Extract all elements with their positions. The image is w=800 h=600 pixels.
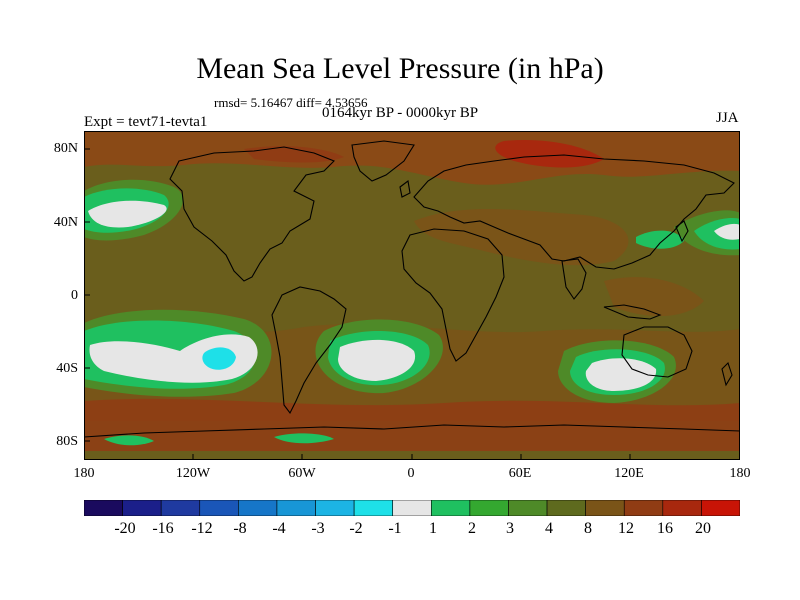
map-title: Mean Sea Level Pressure (in hPa) (196, 52, 604, 85)
africa-outline (401, 228, 505, 362)
colorbar-label: 16 (657, 520, 673, 537)
colorbar-swatch (623, 500, 664, 516)
coastlines (84, 140, 740, 438)
east-asia-green (636, 230, 684, 249)
colorbar-label: 1 (429, 520, 437, 537)
indonesia-outline (603, 304, 662, 320)
colorbar-swatch (160, 500, 201, 516)
pressure-anomaly-map (84, 131, 740, 460)
lat-label-80n: 80N (53, 141, 78, 156)
arctic-core (495, 139, 604, 168)
colorbar-swatch (430, 500, 471, 516)
colorbar-swatch (392, 500, 432, 516)
lat-label-40s: 40S (56, 361, 78, 376)
antarctic-green-1 (104, 435, 154, 446)
colorbar-swatch (508, 500, 548, 516)
rmsd-diff-stats: rmsd= 5.16467 diff= 4.53656 (214, 95, 368, 110)
sind-white (585, 358, 657, 391)
antarctica-outline (84, 424, 740, 438)
colorbar-swatch (199, 500, 239, 516)
spac-white (89, 334, 258, 383)
colorbar-swatch (122, 500, 162, 516)
colorbar-swatch (662, 500, 702, 516)
colorbar-label: 8 (584, 520, 592, 537)
colorbar-swatch (353, 500, 394, 516)
experiment-label: Expt = tevt71-tevta1 (84, 114, 208, 130)
colorbar-label: 20 (695, 520, 711, 537)
australia-outline (621, 326, 693, 378)
colorbar-label: -2 (349, 520, 363, 537)
colorbar-label: 3 (506, 520, 514, 537)
satl-white (338, 339, 416, 381)
colorbar (84, 500, 740, 516)
colorbar-label: -1 (388, 520, 402, 537)
colorbar-label: -16 (152, 520, 174, 537)
colorbar-label: 2 (468, 520, 476, 537)
south-america-outline (271, 286, 347, 415)
eurasia-outline (413, 154, 735, 270)
colorbar-label: 12 (618, 520, 634, 537)
lon-label-0: 0 (407, 466, 415, 481)
uk-outline (399, 180, 411, 198)
colorbar-label: -20 (114, 520, 136, 537)
arctic-core-2 (244, 146, 344, 163)
lon-label-120w: 120W (175, 466, 211, 481)
arctic-high-region (84, 131, 740, 185)
lon-label-180w: 180 (73, 466, 95, 481)
colorbar-swatch (469, 500, 509, 516)
southern-warm-band-2 (84, 398, 740, 451)
lon-label-60e: 60E (508, 466, 532, 481)
new-zealand-outline (721, 361, 733, 387)
axis-ticks (84, 148, 631, 460)
greenland-outline (351, 140, 415, 182)
japan-outline (675, 220, 689, 243)
colorbar-label: -3 (311, 520, 325, 537)
colorbar-label: -4 (272, 520, 286, 537)
colorbar-swatch (84, 500, 123, 516)
period-label: 0164kyr BP - 0000kyr BP (322, 105, 479, 121)
lat-label-40n: 40N (53, 215, 78, 230)
npac-white (88, 200, 167, 228)
colorbar-label: -8 (233, 520, 247, 537)
colorbar-label: -12 (191, 520, 213, 537)
colorbar-swatch (546, 500, 586, 516)
colorbar-swatch (585, 500, 625, 516)
colorbar-label: 4 (545, 520, 553, 537)
lat-label-80s: 80S (56, 434, 78, 449)
spac-cyan-core (202, 347, 236, 370)
colorbar-swatch (701, 500, 740, 516)
npac-east-white (714, 223, 740, 240)
lon-label-60w: 60W (288, 466, 316, 481)
india-outline (561, 258, 587, 300)
colorbar-swatch (276, 500, 316, 516)
lat-label-0: 0 (71, 288, 78, 303)
colorbar-swatch (315, 500, 355, 516)
season-label: JJA (716, 110, 739, 126)
antarctic-green-2 (274, 433, 334, 444)
lon-label-120e: 120E (614, 466, 644, 481)
lon-label-180e: 180 (729, 466, 751, 481)
colorbar-swatch (238, 500, 278, 516)
north-america-outline (169, 146, 335, 282)
